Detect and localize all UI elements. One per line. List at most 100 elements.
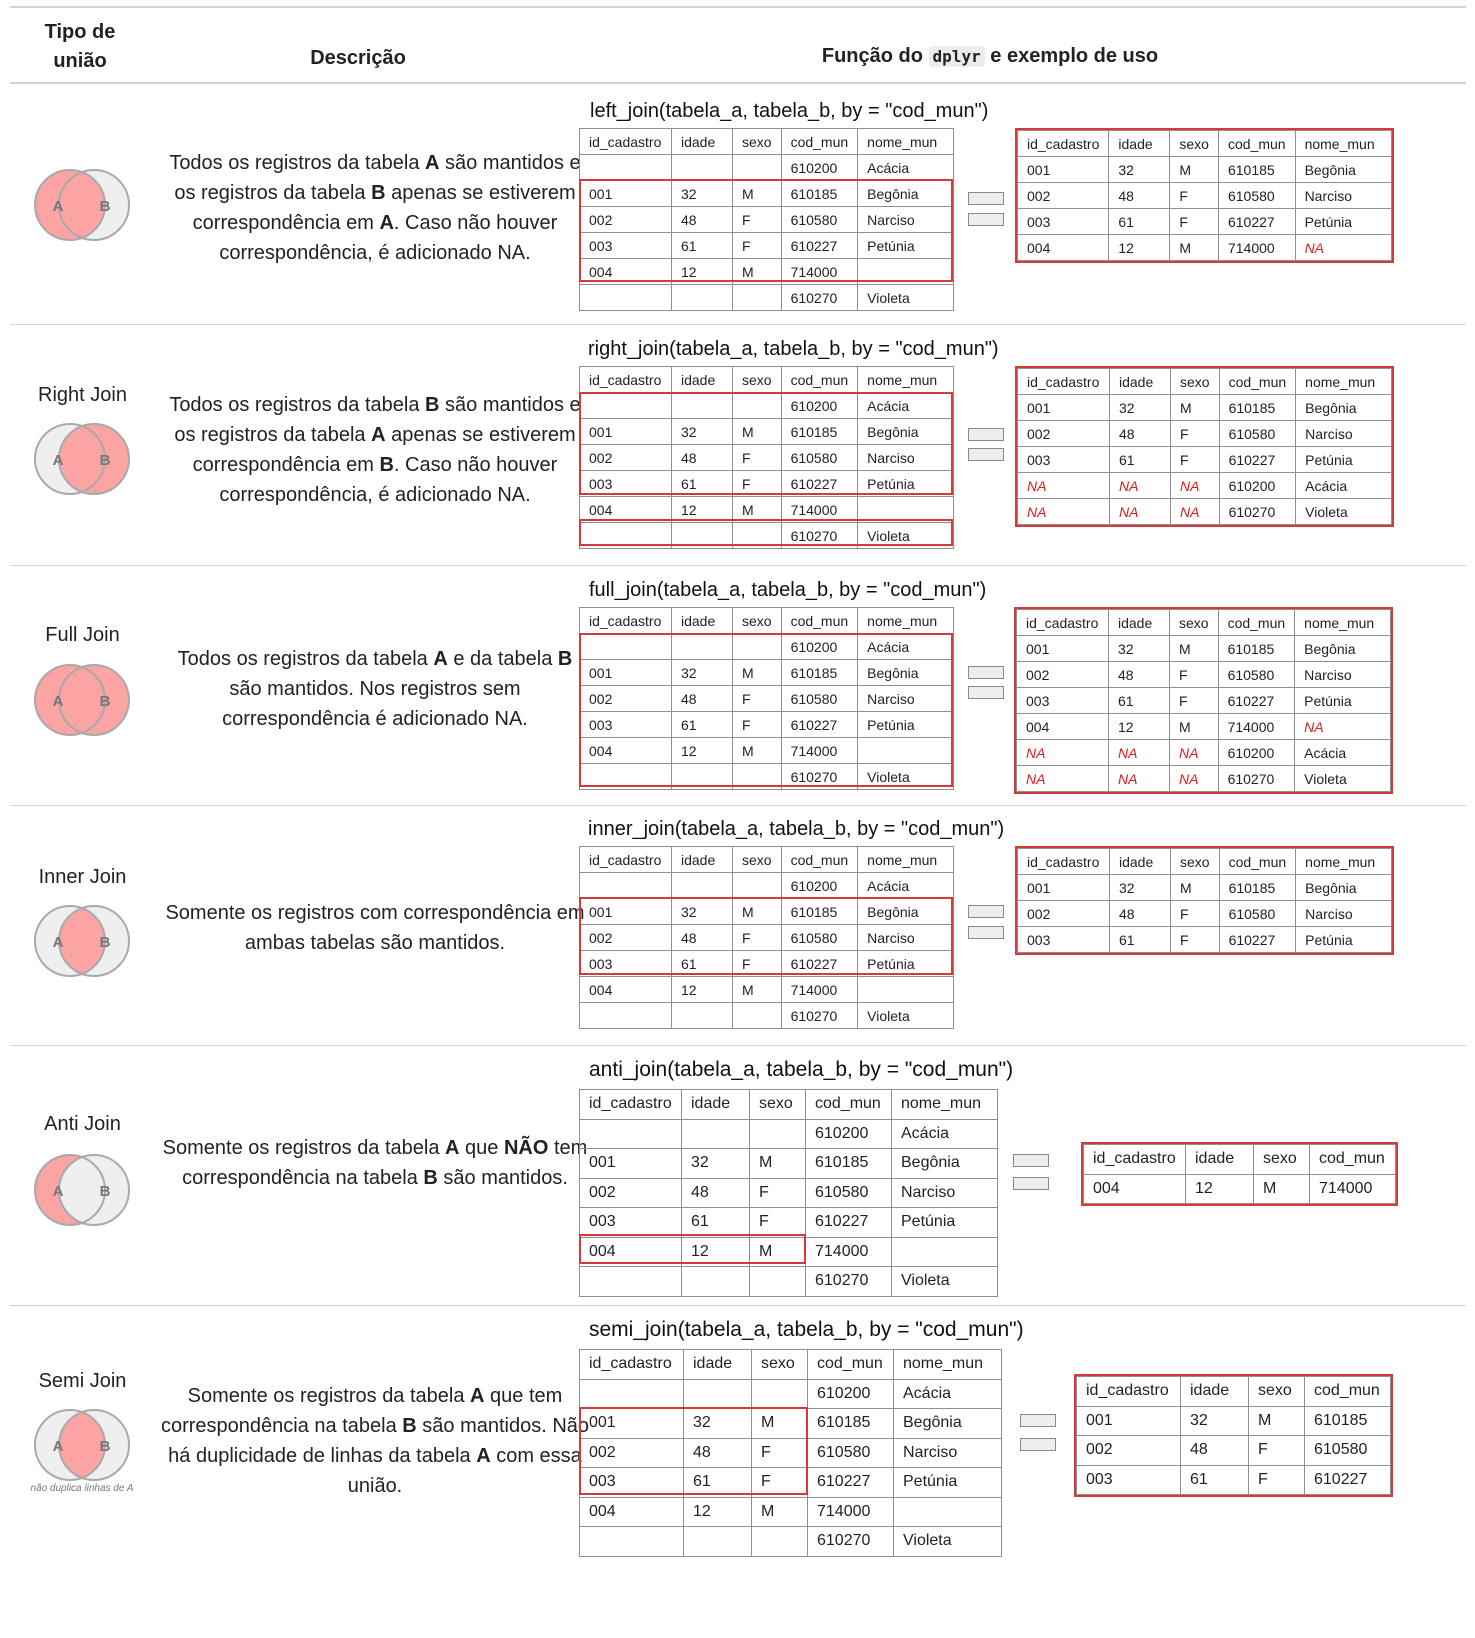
table-cell: 610185: [1218, 394, 1297, 421]
join-type-label: Right Join: [38, 384, 127, 406]
table-row: 001 32 M 610185 Begônia: [1017, 874, 1393, 901]
col-header-idade: idade: [681, 1089, 750, 1120]
table-row: 004 12 M 714000 NA: [1016, 234, 1392, 261]
equals-bar: [968, 666, 1004, 679]
row-divider: [10, 805, 1466, 806]
col-header-sexo: sexo: [1253, 1144, 1310, 1175]
table-cell: 610227: [807, 1467, 894, 1498]
description-emphasis: A: [445, 1137, 460, 1159]
table-cell: NA: [1169, 739, 1219, 766]
table-cell: [732, 633, 782, 660]
description-text: apenas se estiverem correspondência em: [192, 424, 576, 476]
result-table: id_cadastro idade sexo cod_mun nome_mun 001 32…: [1014, 846, 1395, 955]
table-cell: M: [1169, 713, 1219, 740]
table-cell: 003: [1017, 446, 1110, 473]
venn-label-a: A: [53, 452, 64, 469]
col-header-id-cadastro: id_cadastro: [1016, 609, 1109, 636]
venn-outline-b: [58, 1409, 130, 1481]
description-emphasis: B: [557, 648, 573, 670]
venn-label-b: B: [100, 1438, 111, 1455]
table-cell: [749, 1118, 806, 1149]
table-cell: 001: [1016, 156, 1110, 183]
table-cell: F: [1169, 687, 1219, 714]
description-text: são mantidos. Nos registros sem correspo…: [222, 678, 528, 730]
table-cell: 48: [1109, 900, 1171, 927]
table-cell: F: [1169, 182, 1219, 209]
table-cell: 610270: [780, 763, 859, 790]
table-cell: 12: [671, 976, 733, 1003]
table-cell: 714000: [780, 976, 859, 1003]
equals-bar: [968, 905, 1004, 918]
table-cell: F: [732, 444, 782, 471]
table-cell: Narciso: [857, 685, 955, 712]
table-cell: 610580: [780, 685, 859, 712]
table-cell: [857, 976, 955, 1003]
table-cell: 12: [1108, 234, 1171, 261]
table-cell: [732, 392, 782, 419]
table-cell: [893, 1496, 1002, 1527]
table-cell: 714000: [1217, 713, 1296, 740]
table-row: 004 12 M 714000: [579, 258, 955, 285]
table-cell: 001: [579, 1148, 682, 1179]
venn-outline-a: [34, 664, 106, 736]
table-row: 002 48 F 610580 Narciso: [579, 206, 955, 233]
table-cell: M: [732, 976, 782, 1003]
venn-note: não duplica linhas de A: [30, 1483, 134, 1494]
result-table: id_cadastro idade sexo cod_mun 004 12 M 714000: [1081, 1142, 1398, 1206]
table-cell: M: [751, 1408, 808, 1439]
table-cell: F: [1248, 1435, 1305, 1466]
table-cell: 610185: [780, 898, 859, 925]
table-cell: F: [749, 1177, 806, 1208]
venn-outline-a: [34, 1409, 106, 1481]
table-row: 610200 Acácia: [579, 1118, 998, 1149]
function-call: anti_join(tabela_a, tabela_b, by = "cod_…: [589, 1058, 1014, 1081]
table-cell: F: [732, 950, 782, 977]
col-header-sexo: sexo: [732, 128, 782, 155]
col-header-idade: idade: [1109, 848, 1171, 875]
table-row: NA NA NA 610200 Acácia: [1017, 472, 1393, 499]
table-cell: F: [1170, 446, 1220, 473]
table-cell: Acácia: [857, 872, 955, 899]
table-row: 003 61 F 610227 Petúnia: [1017, 926, 1393, 953]
col-header-id-cadastro: id_cadastro: [1017, 368, 1110, 395]
table-cell: [579, 763, 672, 790]
header-rule: [10, 82, 1466, 84]
table-cell: 12: [671, 496, 733, 523]
table-cell: Begônia: [857, 898, 955, 925]
table-row: 610270 Violeta: [579, 522, 955, 549]
function-call: semi_join(tabela_a, tabela_b, by = "cod_…: [589, 1318, 1024, 1341]
table-cell: Petúnia: [857, 950, 955, 977]
join-description: Somente os registros com correspondência…: [160, 898, 590, 958]
description-text: Todos os registros da tabela: [169, 152, 426, 174]
source-table-header-row: id_cadastro idade sexo cod_mun nome_mun: [579, 846, 955, 873]
function-call: left_join(tabela_a, tabela_b, by = "cod_…: [590, 100, 989, 122]
table-cell: M: [732, 180, 782, 207]
table-cell: 610185: [780, 180, 859, 207]
table-row: 004 12 M 714000 NA: [1016, 713, 1392, 740]
table-cell: 001: [579, 180, 672, 207]
table-cell: NA: [1294, 234, 1392, 261]
col-header-nome-mun: nome_mun: [1294, 609, 1392, 636]
table-cell: 002: [579, 924, 672, 951]
col-header-idade: idade: [671, 607, 733, 634]
venn-outline-b: [58, 423, 130, 495]
table-row: 004 12 M 714000: [579, 496, 955, 523]
description-text: . Caso não houver correspondência, é adi…: [219, 212, 558, 264]
table-cell: 003: [1017, 926, 1110, 953]
table-cell: M: [1253, 1173, 1310, 1204]
table-cell: M: [1170, 394, 1220, 421]
table-cell: Petúnia: [893, 1467, 1002, 1498]
venn-outline-a: [34, 423, 106, 495]
table-cell: Acácia: [857, 633, 955, 660]
table-cell: F: [1169, 661, 1219, 688]
venn-outline-b: [58, 1154, 130, 1226]
col-header-id-cadastro: id_cadastro: [1016, 130, 1110, 157]
table-row: 004 12 M 714000: [579, 737, 955, 764]
table-row: 001 32 M 610185 Begônia: [579, 418, 955, 445]
col-header-id-cadastro: id_cadastro: [579, 366, 672, 393]
col-header-id-cadastro: id_cadastro: [1017, 848, 1110, 875]
table-cell: NA: [1016, 739, 1109, 766]
table-cell: [681, 1118, 750, 1149]
table-cell: Acácia: [857, 392, 955, 419]
table-cell: F: [1248, 1464, 1305, 1495]
